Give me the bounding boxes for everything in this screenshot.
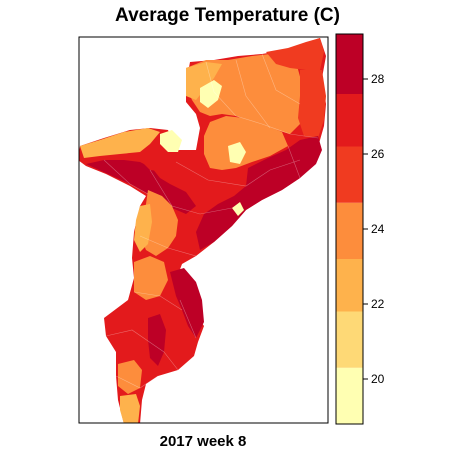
region-manica-light[interactable] <box>134 204 152 252</box>
legend-bin-1 <box>336 367 363 424</box>
legend-tick-label-24: 24 <box>371 222 385 236</box>
region-central-yellow[interactable] <box>228 142 246 164</box>
legend-ticks: 20 22 24 26 28 <box>363 72 385 386</box>
region-central-dark[interactable] <box>196 136 322 250</box>
region-north-yellow[interactable] <box>186 62 222 100</box>
legend-bin-5 <box>336 146 363 203</box>
region-maputo-orange[interactable] <box>118 360 142 394</box>
legend-bin-3 <box>336 259 363 312</box>
region-northeast-coast[interactable] <box>298 70 326 138</box>
legend-bin-4 <box>336 202 363 259</box>
legend-tick-label-22: 22 <box>371 297 385 311</box>
region-far-north-red[interactable] <box>266 38 324 70</box>
region-maputo-light[interactable] <box>120 394 140 424</box>
legend-colorbar <box>336 34 363 424</box>
legend-bin-7 <box>336 34 363 94</box>
legend-bin-2 <box>336 311 363 368</box>
region-tete-red[interactable] <box>140 146 176 172</box>
region-inhambane-dark[interactable] <box>170 268 204 338</box>
map-frame <box>78 36 329 424</box>
legend-tick-label-26: 26 <box>371 147 385 161</box>
legend-tick-label-20: 20 <box>371 372 385 386</box>
region-gaza-orange[interactable] <box>134 256 168 300</box>
region-west-wing-yellow[interactable] <box>160 130 182 152</box>
legend-tick-label-28: 28 <box>371 72 385 86</box>
region-central-orange[interactable] <box>204 116 288 170</box>
district-borders <box>103 53 319 389</box>
map-caption: 2017 week 8 <box>159 433 247 450</box>
map-title: Average Temperature (C) <box>115 5 340 26</box>
region-west-wing[interactable] <box>80 128 160 158</box>
legend-bin-6 <box>336 94 363 147</box>
map-panel <box>79 38 326 424</box>
region-lake-area[interactable] <box>200 80 222 108</box>
region-beira-yellow[interactable] <box>232 202 244 216</box>
region-west-dark[interactable] <box>86 160 196 214</box>
region-gaza-dark[interactable] <box>148 314 166 366</box>
